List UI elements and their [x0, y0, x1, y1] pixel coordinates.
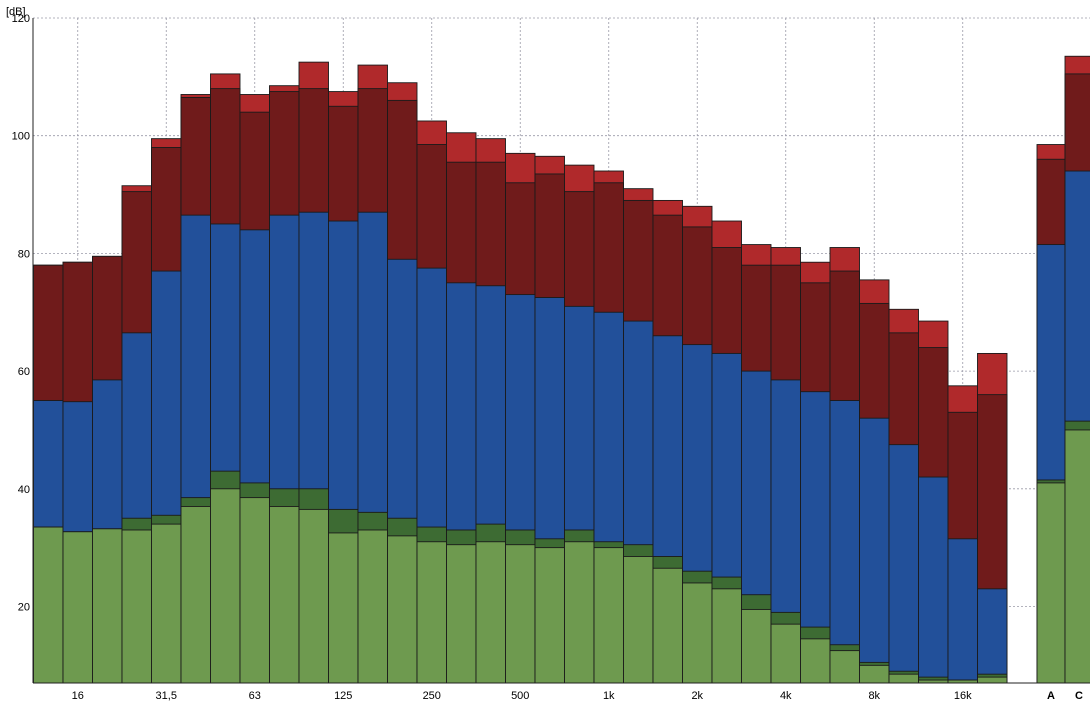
x-tick-label: 500	[511, 690, 529, 702]
band-bar-6-g-light-segment	[210, 488, 241, 684]
band-bar-27-blue-segment	[829, 400, 860, 684]
band-bar-10	[328, 91, 359, 684]
y-tick-label: 40	[18, 484, 30, 496]
band-bar-3	[121, 185, 152, 684]
band-bar-0-g-light-segment	[33, 526, 64, 684]
band-bar-27-g-light-segment	[829, 650, 860, 684]
band-bar-13-g-light-segment	[416, 541, 447, 684]
band-bar-23-g-light-segment	[711, 588, 742, 684]
x-tick-label: 31,5	[156, 690, 177, 702]
band-bar-12-g-light-segment	[387, 535, 418, 684]
band-bar-17	[534, 155, 565, 684]
x-tick-label: 63	[249, 690, 261, 702]
band-bar-4-g-light-segment	[151, 523, 182, 684]
summary-tick-label: A	[1047, 690, 1055, 702]
band-bar-18	[564, 164, 595, 684]
band-bar-21	[652, 199, 683, 684]
band-bar-31	[947, 385, 978, 684]
band-bar-22-g-light-segment	[682, 582, 713, 684]
x-tick-label: 4k	[780, 690, 792, 702]
band-bar-18-g-light-segment	[564, 541, 595, 684]
band-bar-21-g-light-segment	[652, 567, 683, 684]
band-bar-29-g-light-segment	[888, 673, 919, 684]
bars-group	[33, 61, 1008, 684]
band-bar-15	[475, 138, 506, 684]
band-bar-24-g-light-segment	[741, 608, 772, 684]
band-bar-29	[888, 308, 919, 684]
band-bar-17-g-light-segment	[534, 547, 565, 684]
x-tick-label: 8k	[868, 690, 880, 702]
band-bar-4	[151, 138, 182, 684]
band-bar-14	[446, 132, 477, 684]
band-bar-25	[770, 247, 801, 684]
band-bar-9	[298, 61, 329, 684]
band-bar-0	[33, 264, 64, 684]
summary-bars-group	[1036, 55, 1090, 684]
y-axis-unit-label: [dB]	[6, 6, 26, 18]
y-tick-label: 20	[18, 601, 30, 613]
band-bar-7	[239, 94, 270, 684]
band-bar-26-g-light-segment	[800, 638, 831, 684]
band-bar-32	[977, 352, 1008, 684]
band-bar-16	[505, 152, 536, 684]
band-bar-32-g-light-segment	[977, 676, 1008, 684]
band-bar-1-g-light-segment	[62, 531, 93, 684]
y-tick-label: 80	[18, 248, 30, 260]
band-bar-20	[623, 188, 654, 684]
band-bar-8-g-light-segment	[269, 506, 300, 684]
band-bar-6	[210, 73, 241, 684]
summary-bar-C	[1064, 55, 1090, 684]
y-tick-label: 60	[18, 366, 30, 378]
x-tick-label: 250	[423, 690, 441, 702]
band-bar-2	[92, 255, 123, 684]
band-bar-22	[682, 205, 713, 684]
band-bar-25-g-light-segment	[770, 623, 801, 684]
summary-bar-A	[1036, 144, 1066, 684]
band-bar-14-g-light-segment	[446, 544, 477, 684]
summary-tick-label: C	[1075, 690, 1083, 702]
band-bar-2-g-light-segment	[92, 528, 123, 684]
y-tick-label: 120	[12, 13, 30, 25]
band-bar-9-g-light-segment	[298, 508, 329, 684]
band-bar-16-g-light-segment	[505, 544, 536, 684]
band-bar-7-g-light-segment	[239, 497, 270, 684]
band-bar-31-blue-segment	[947, 538, 978, 684]
axis-group: [dB] 20 40 60 80 100 120 16 31,5 63 125 250 500 1k 2k…	[6, 6, 1090, 702]
band-bar-28	[859, 279, 890, 684]
band-bar-10-g-light-segment	[328, 532, 359, 684]
band-bar-28-g-light-segment	[859, 664, 890, 684]
band-bar-28-blue-segment	[859, 417, 890, 684]
band-bar-1	[62, 261, 93, 684]
summary-bar-A-g-light-segment	[1036, 482, 1066, 684]
band-bar-5-g-light-segment	[180, 506, 211, 684]
band-bar-29-blue-segment	[888, 444, 919, 684]
band-bar-3-g-light-segment	[121, 529, 152, 684]
band-bar-11	[357, 64, 388, 684]
band-bar-19	[593, 170, 624, 684]
band-bar-19-g-light-segment	[593, 547, 624, 684]
band-bar-15-g-light-segment	[475, 541, 506, 684]
band-bar-8	[269, 85, 300, 684]
y-tick-label: 100	[12, 131, 30, 143]
band-bar-30-blue-segment	[918, 476, 949, 684]
band-bar-27	[829, 247, 860, 684]
x-tick-label: 125	[334, 690, 352, 702]
band-bar-11-g-light-segment	[357, 529, 388, 684]
band-bar-5	[180, 94, 211, 684]
band-bar-12	[387, 82, 418, 684]
band-bar-24	[741, 244, 772, 684]
band-bar-30	[918, 320, 949, 684]
x-tick-label: 1k	[603, 690, 615, 702]
band-bar-13	[416, 120, 447, 684]
band-bar-23	[711, 220, 742, 684]
x-tick-label: 16k	[954, 690, 972, 702]
summary-bar-C-g-light-segment	[1064, 429, 1090, 684]
x-tick-label: 16	[72, 690, 84, 702]
band-bar-26	[800, 261, 831, 684]
x-tick-label: 2k	[691, 690, 703, 702]
band-bar-32-blue-segment	[977, 588, 1008, 684]
band-bar-20-g-light-segment	[623, 556, 654, 684]
